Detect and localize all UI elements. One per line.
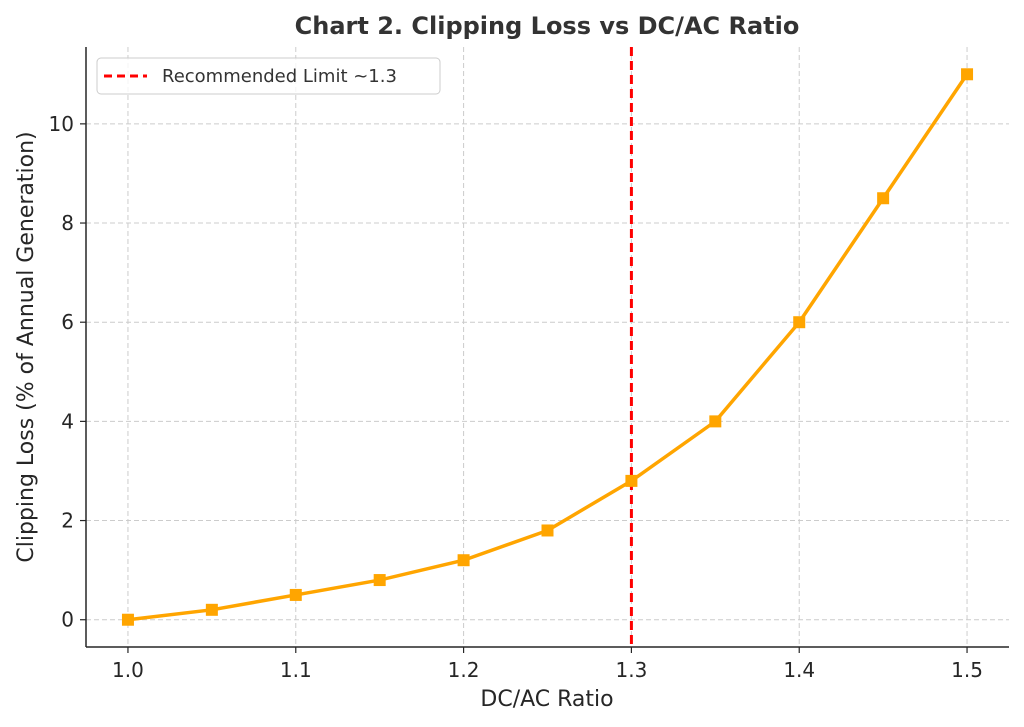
data-point: [541, 524, 554, 537]
chart-title: Chart 2. Clipping Loss vs DC/AC Ratio: [295, 12, 800, 40]
axes: 1.0 1.1 1.2 1.3 1.4 1.5 0 2 4 6 8 10: [49, 47, 1009, 682]
y-tick-label: 0: [61, 608, 74, 632]
legend-label: Recommended Limit ~1.3: [162, 66, 397, 87]
data-point: [121, 613, 134, 626]
x-tick-label: 1.0: [112, 658, 144, 682]
y-tick-label: 10: [49, 112, 74, 136]
data-point: [877, 192, 890, 205]
data-point: [289, 588, 302, 601]
legend: Recommended Limit ~1.3: [96, 57, 441, 95]
y-tick-label: 8: [61, 211, 74, 235]
series-group: [121, 68, 974, 626]
x-tick-label: 1.2: [448, 658, 480, 682]
data-point: [961, 68, 974, 81]
data-point: [457, 554, 470, 567]
y-axis-label: Clipping Loss (% of Annual Generation): [14, 131, 39, 562]
x-tick-label: 1.5: [951, 658, 983, 682]
data-point: [373, 574, 386, 587]
legend-box: [96, 57, 441, 95]
x-tick-label: 1.1: [280, 658, 312, 682]
x-tick-label: 1.4: [783, 658, 815, 682]
x-axis-label: DC/AC Ratio: [480, 687, 613, 712]
data-point: [205, 603, 218, 616]
y-tick-label: 2: [61, 509, 74, 533]
y-tick-label: 6: [61, 310, 74, 334]
data-point: [793, 316, 806, 329]
data-point: [709, 415, 722, 428]
series-line: [127, 73, 969, 622]
x-tick-label: 1.3: [616, 658, 648, 682]
data-point: [625, 474, 638, 487]
y-tick-label: 4: [61, 409, 74, 433]
grid: [86, 47, 1009, 647]
